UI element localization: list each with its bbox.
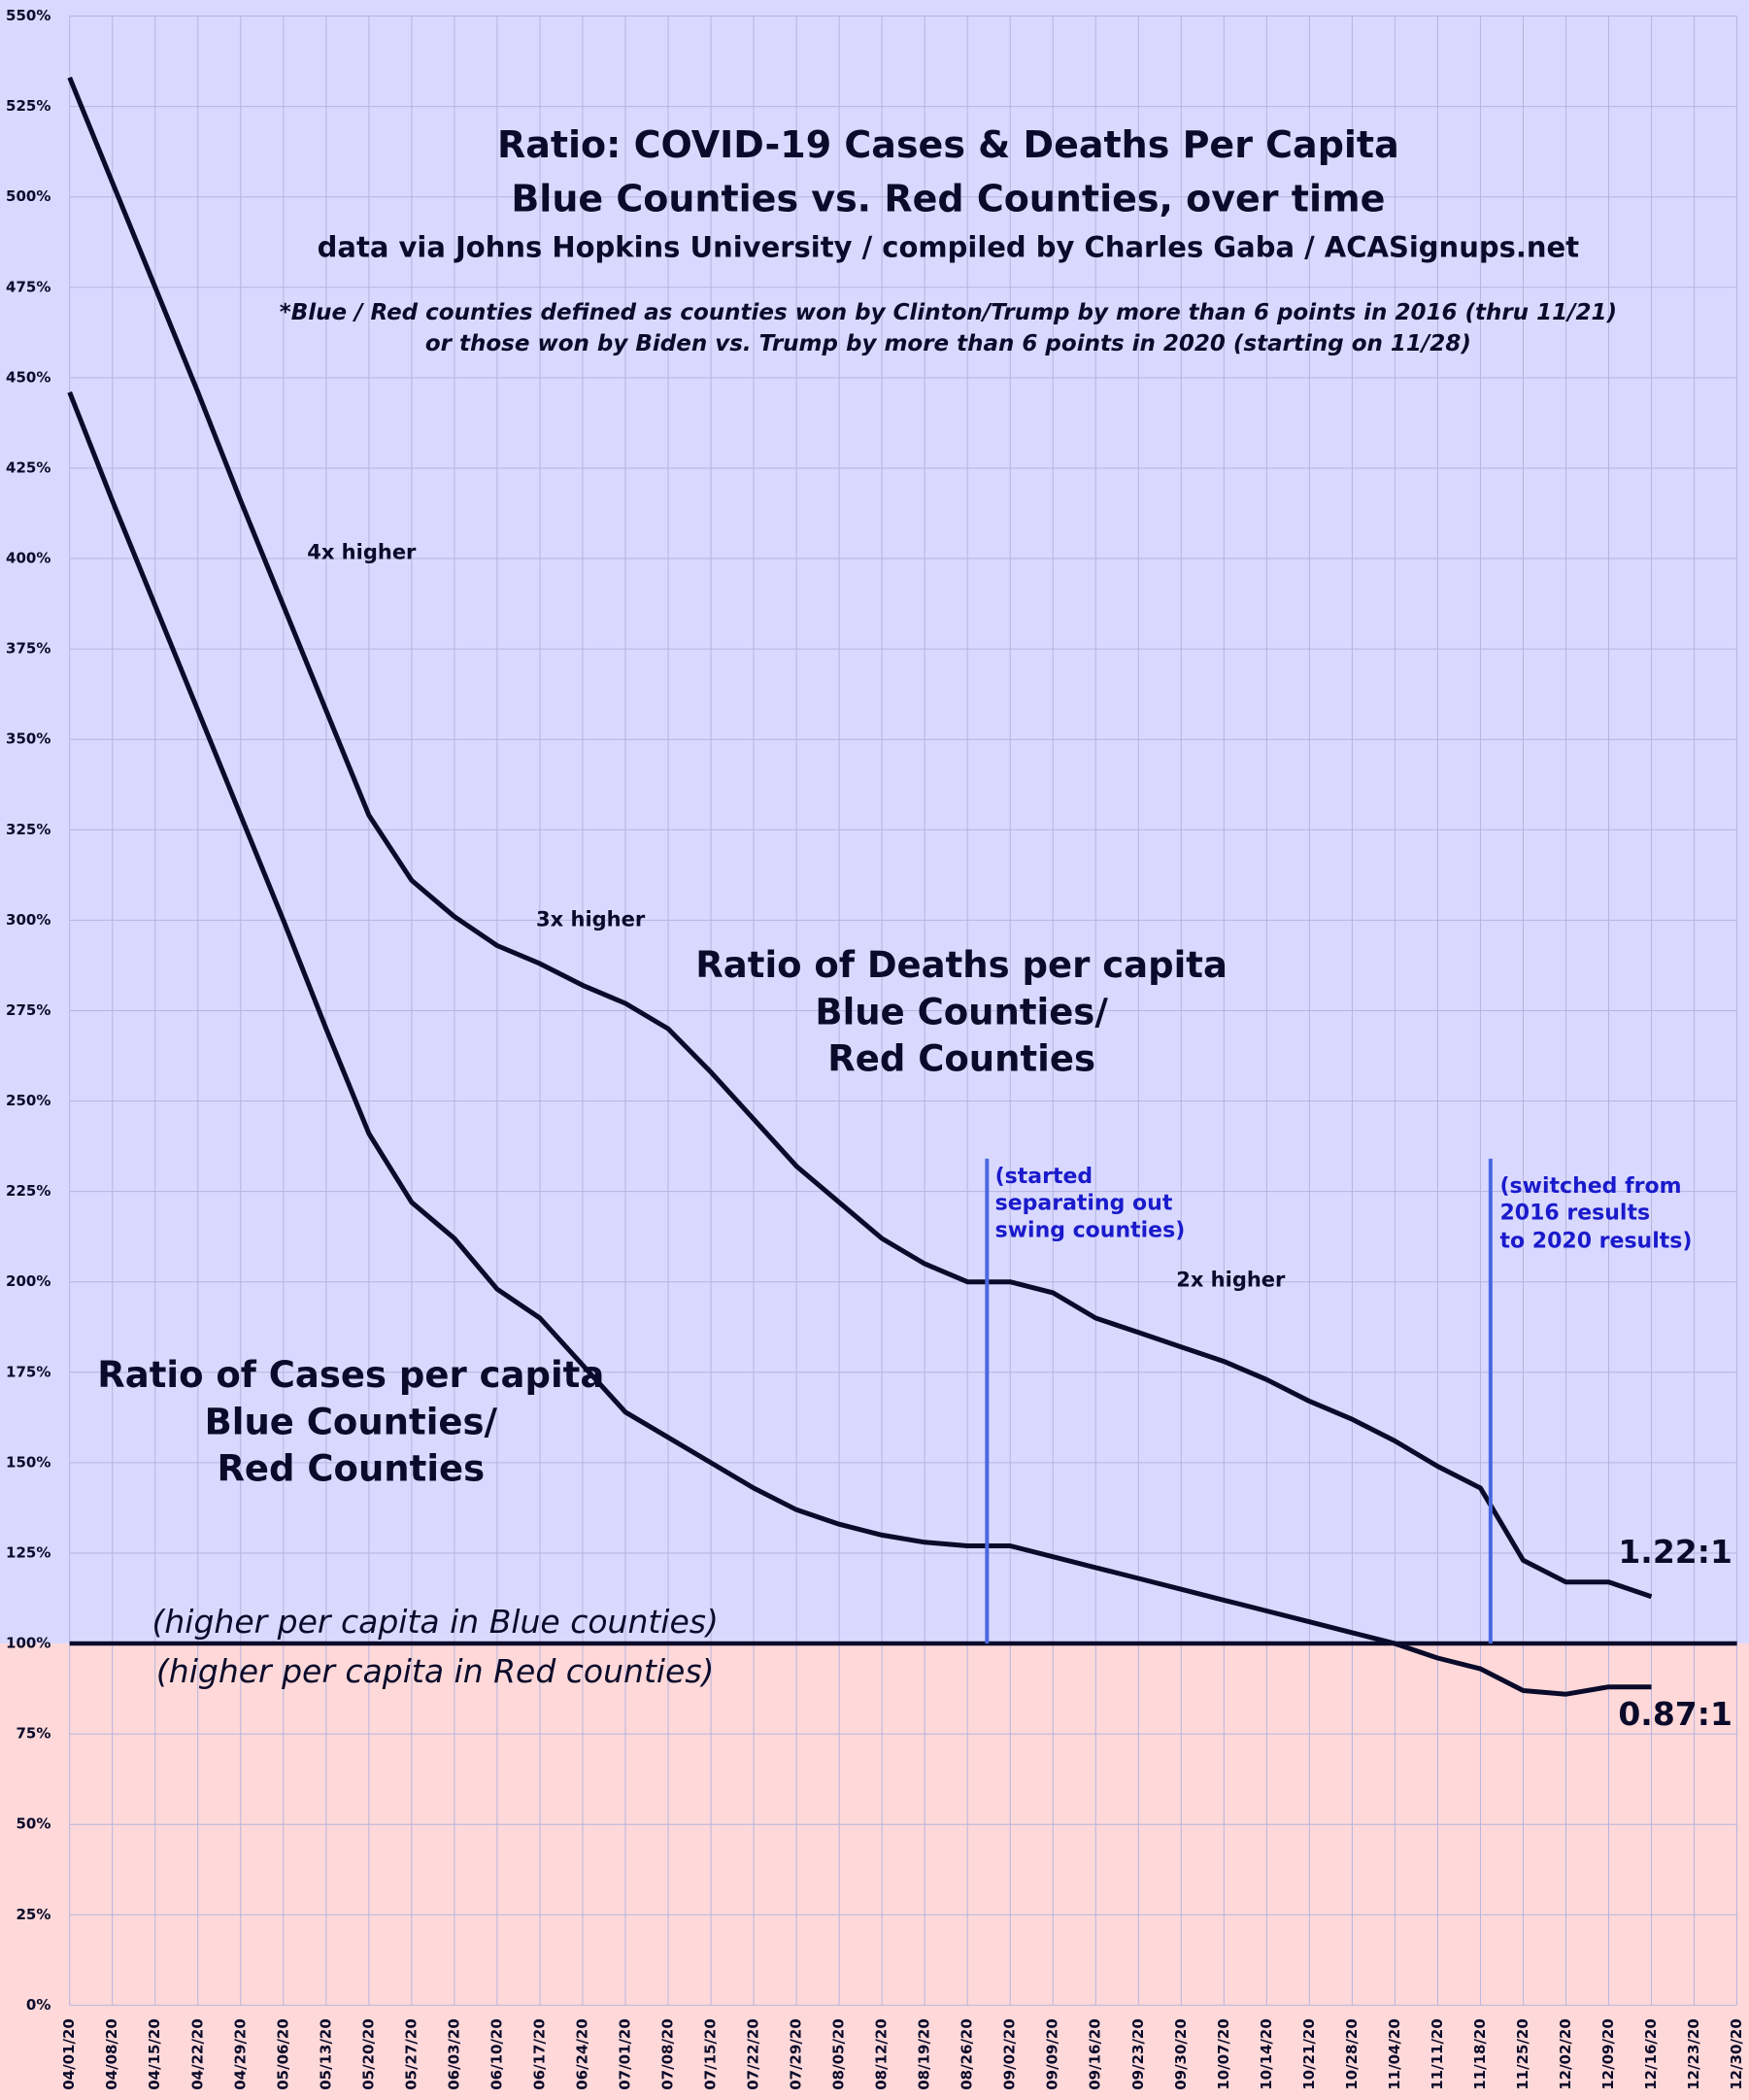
series-label: Blue Counties/ xyxy=(205,1401,498,1442)
y-tick-label: 125% xyxy=(6,1543,50,1561)
x-tick-label: 12/09/20 xyxy=(1599,2018,1617,2090)
chart-title: Ratio: COVID-19 Cases & Deaths Per Capit… xyxy=(497,123,1399,166)
x-tick-label: 05/20/20 xyxy=(359,2018,377,2090)
footnote: or those won by Biden vs. Trump by more … xyxy=(425,331,1471,356)
x-tick-label: 07/01/20 xyxy=(617,2018,634,2090)
x-tick-label: 07/15/20 xyxy=(702,2018,720,2090)
x-tick-label: 11/25/20 xyxy=(1514,2018,1531,2090)
y-tick-label: 50% xyxy=(16,1815,50,1833)
x-tick-label: 12/23/20 xyxy=(1685,2018,1702,2090)
x-tick-label: 06/03/20 xyxy=(445,2018,462,2090)
x-tick-label: 09/02/20 xyxy=(1001,2018,1019,2090)
series-label: Ratio of Deaths per capita xyxy=(695,944,1228,986)
chart-subtitle: data via Johns Hopkins University / comp… xyxy=(318,230,1580,263)
x-tick-label: 04/15/20 xyxy=(146,2018,163,2090)
annotation: 0.87:1 xyxy=(1618,1695,1732,1733)
x-tick-label: 06/10/20 xyxy=(488,2018,505,2090)
x-tick-label: 06/17/20 xyxy=(530,2018,548,2090)
upper-background xyxy=(0,0,1749,1644)
series-label: Red Counties xyxy=(217,1448,485,1490)
x-tick-label: 08/12/20 xyxy=(873,2018,891,2090)
y-tick-label: 100% xyxy=(6,1635,50,1652)
series-label: Ratio of Cases per capita xyxy=(97,1354,604,1396)
x-tick-label: 07/29/20 xyxy=(788,2018,805,2090)
annotation: 2x higher xyxy=(1176,1268,1286,1291)
x-tick-label: 04/22/20 xyxy=(188,2018,206,2090)
annotation: 1.22:1 xyxy=(1618,1533,1732,1571)
x-tick-label: 05/13/20 xyxy=(317,2018,334,2090)
x-tick-label: 07/08/20 xyxy=(659,2018,677,2090)
footnote: *Blue / Red counties defined as counties… xyxy=(280,300,1617,325)
x-tick-label: 10/07/20 xyxy=(1215,2018,1232,2090)
x-tick-label: 12/30/20 xyxy=(1728,2018,1745,2090)
x-tick-label: 10/28/20 xyxy=(1343,2018,1361,2090)
y-tick-label: 225% xyxy=(6,1182,50,1200)
annotation: (higher per capita in Blue counties) xyxy=(152,1603,719,1641)
y-tick-label: 525% xyxy=(6,97,50,115)
annotation: 4x higher xyxy=(307,541,417,564)
series-label: Red Counties xyxy=(827,1038,1095,1080)
y-tick-label: 475% xyxy=(6,278,50,295)
x-tick-label: 11/04/20 xyxy=(1386,2018,1403,2090)
y-tick-label: 75% xyxy=(16,1725,50,1743)
lower-background xyxy=(0,1643,1749,2100)
x-tick-label: 09/23/20 xyxy=(1129,2018,1147,2090)
x-tick-label: 08/19/20 xyxy=(916,2018,933,2090)
y-tick-label: 550% xyxy=(6,7,50,24)
x-tick-label: 12/02/20 xyxy=(1557,2018,1574,2090)
event-note: (started xyxy=(995,1165,1093,1189)
y-tick-label: 175% xyxy=(6,1363,50,1380)
x-tick-label: 04/08/20 xyxy=(103,2018,120,2090)
x-tick-label: 11/18/20 xyxy=(1471,2018,1489,2090)
y-tick-label: 0% xyxy=(26,1996,50,2014)
x-tick-label: 09/16/20 xyxy=(1087,2018,1104,2090)
y-tick-label: 500% xyxy=(6,187,50,205)
event-note: to 2020 results) xyxy=(1500,1229,1693,1253)
x-tick-label: 04/29/20 xyxy=(231,2018,249,2090)
x-tick-label: 11/11/20 xyxy=(1429,2018,1446,2090)
y-tick-label: 275% xyxy=(6,1001,50,1019)
x-tick-label: 06/24/20 xyxy=(573,2018,590,2090)
y-tick-label: 150% xyxy=(6,1453,50,1471)
annotation: (higher per capita in Red counties) xyxy=(156,1652,715,1690)
y-tick-label: 25% xyxy=(16,1906,50,1923)
x-tick-label: 05/27/20 xyxy=(402,2018,420,2090)
y-tick-label: 375% xyxy=(6,640,50,658)
y-tick-label: 200% xyxy=(6,1272,50,1290)
annotation: 3x higher xyxy=(536,907,646,931)
chart-title: Blue Counties vs. Red Counties, over tim… xyxy=(511,177,1385,220)
event-note: separating out xyxy=(995,1192,1173,1216)
x-tick-label: 10/14/20 xyxy=(1258,2018,1275,2090)
y-tick-label: 325% xyxy=(6,821,50,838)
x-tick-label: 08/05/20 xyxy=(830,2018,848,2090)
data-line xyxy=(67,76,1653,1600)
x-tick-label: 08/26/20 xyxy=(959,2018,976,2090)
y-tick-label: 450% xyxy=(6,368,50,386)
x-tick-label: 07/22/20 xyxy=(745,2018,762,2090)
x-tick-label: 10/21/20 xyxy=(1300,2018,1318,2090)
x-tick-label: 09/30/20 xyxy=(1172,2018,1190,2090)
x-tick-label: 04/01/20 xyxy=(60,2018,78,2090)
event-note: 2016 results xyxy=(1500,1201,1651,1225)
y-tick-label: 425% xyxy=(6,458,50,476)
y-tick-label: 350% xyxy=(6,730,50,748)
y-tick-label: 250% xyxy=(6,1092,50,1109)
y-tick-label: 300% xyxy=(6,911,50,929)
x-tick-label: 09/09/20 xyxy=(1044,2018,1061,2090)
series-label: Blue Counties/ xyxy=(815,991,1108,1033)
x-tick-label: 12/16/20 xyxy=(1642,2018,1660,2090)
x-tick-label: 05/06/20 xyxy=(274,2018,291,2090)
y-tick-label: 400% xyxy=(6,550,50,567)
event-note: swing counties) xyxy=(995,1218,1186,1242)
event-note: (switched from xyxy=(1500,1174,1682,1199)
